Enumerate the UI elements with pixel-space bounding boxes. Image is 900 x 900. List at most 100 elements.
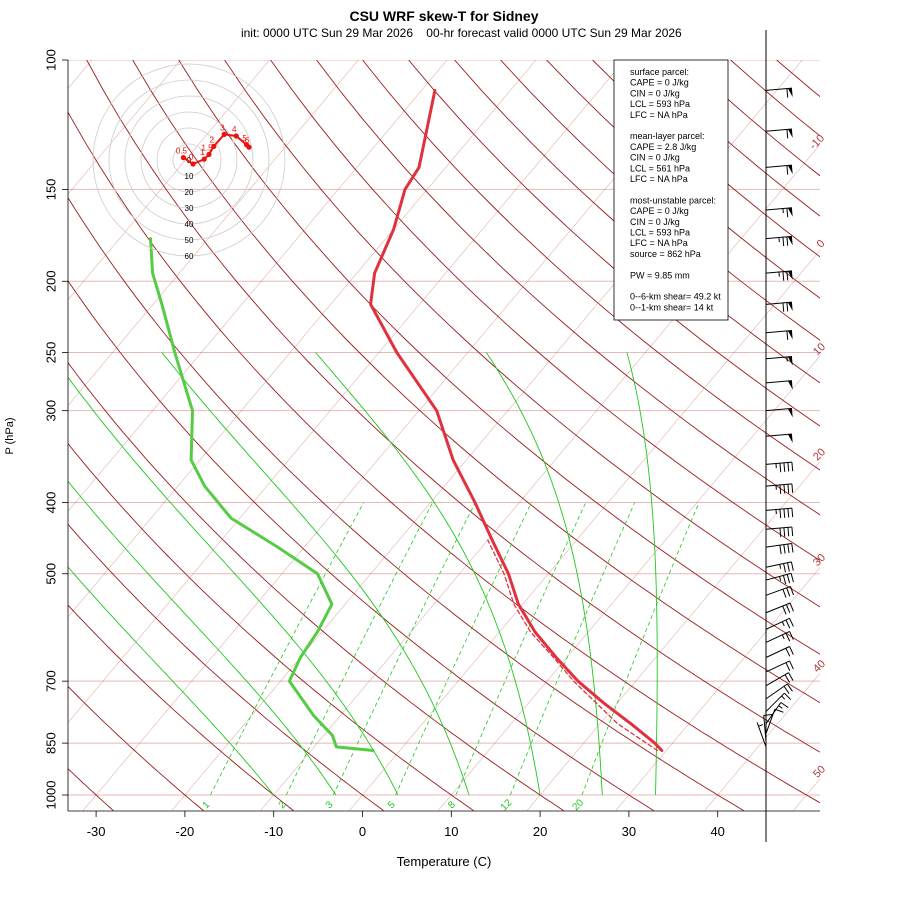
- wind-barb: [765, 543, 794, 555]
- wind-barb: [765, 461, 794, 473]
- wind-barb: [765, 380, 793, 390]
- hodograph-point-label: 0: [189, 153, 194, 162]
- isotherm-line: [68, 60, 448, 512]
- wind-barb-pennant: [787, 356, 793, 366]
- wind-barb-shaft: [765, 356, 792, 360]
- info-line: LCL = 561 hPa: [630, 163, 690, 173]
- info-line: CAPE = 0 J/kg: [630, 206, 689, 216]
- wind-barb-feather: [779, 463, 782, 473]
- axes: -100102030405010015020025030040050070085…: [43, 49, 828, 839]
- wind-barb-feather: [786, 587, 791, 597]
- hodograph-ring: [108, 79, 270, 241]
- wind-barb-shaft: [756, 722, 767, 748]
- hodograph-ring-label: 20: [185, 188, 194, 197]
- info-line: LFC = NA hPa: [630, 238, 688, 248]
- wind-barb: [765, 128, 793, 139]
- info-line: CIN = 0 J/kg: [630, 153, 680, 163]
- y-tick-label: 100: [43, 49, 58, 71]
- wind-barb: [765, 356, 793, 366]
- wind-barb-feather: [785, 647, 791, 657]
- hodograph-point-label: 3: [220, 123, 225, 132]
- dry-adiabat: [178, 60, 820, 655]
- wind-barb-feather: [783, 527, 786, 537]
- moist-adiabat: [315, 352, 541, 796]
- wind-barb-feather: [787, 543, 790, 554]
- info-line: LFC = NA hPa: [630, 174, 688, 184]
- dry-adiabat: [362, 60, 820, 471]
- wind-barb-shaft: [765, 646, 790, 658]
- wind-barb-feather: [779, 509, 782, 519]
- wind-barb-feather: [782, 605, 787, 615]
- mixing-ratio-label: 2: [277, 799, 289, 811]
- hodograph-point: [221, 131, 227, 137]
- info-line: PW = 9.85 mm: [630, 270, 690, 280]
- mixing-ratio-line: [509, 502, 636, 796]
- wind-barb-feather: [784, 674, 790, 683]
- hodograph-ring-label: 10: [185, 172, 194, 181]
- isotherm-label: 0: [815, 238, 828, 251]
- mixing-ratio-line: [395, 502, 532, 796]
- info-line: 0--1-km shear= 14 kt: [630, 302, 714, 312]
- profile-layer: [149, 88, 664, 752]
- isotherm-line: [882, 60, 900, 811]
- x-tick-label: 30: [622, 824, 636, 839]
- wind-barb: [765, 561, 794, 573]
- thermo-grid: 1 2 3 5 8 12 20: [68, 60, 900, 811]
- wind-barb-shaft: [765, 329, 792, 334]
- dry-adiabat: [68, 685, 204, 811]
- wind-barb: [763, 714, 773, 742]
- temperature-profile: [369, 88, 664, 752]
- isotherm-label: -10: [807, 132, 827, 152]
- mixing-ratio-label: 1: [201, 799, 213, 811]
- isotherm-line: [68, 60, 270, 301]
- moist-adiabat: [68, 376, 399, 796]
- wind-barb-shaft: [765, 164, 792, 168]
- wind-barb: [765, 526, 794, 538]
- wind-barb: [765, 301, 793, 312]
- wind-barb-feather: [791, 508, 794, 518]
- isotherm-line: [526, 461, 820, 811]
- hodograph-point-label: 2: [210, 135, 215, 144]
- wind-barb-feather: [790, 573, 794, 583]
- x-tick-label: 20: [533, 824, 547, 839]
- info-line: source = 862 hPa: [630, 249, 701, 259]
- mixing-ratio-line: [210, 502, 364, 796]
- isotherm-line: [68, 60, 181, 195]
- info-line: 0--6-km shear= 49.2 kt: [630, 292, 721, 302]
- x-tick-label: 0: [359, 824, 366, 839]
- wind-barb-feather: [789, 586, 794, 596]
- hodograph-point-label: 1.5: [201, 143, 213, 152]
- wind-barb: [765, 617, 794, 630]
- wind-barb: [765, 207, 793, 218]
- wind-barb: [765, 692, 792, 712]
- wind-barb-feather: [789, 646, 794, 655]
- wind-barb-feather: [780, 702, 789, 709]
- mixing-ratio-label: 3: [324, 799, 336, 811]
- wind-barb: [765, 329, 793, 340]
- wind-barb-feather: [786, 236, 789, 246]
- wind-barb: [765, 483, 794, 494]
- isotherm-label: 50: [811, 763, 828, 780]
- wind-barb-half-feather: [779, 576, 782, 581]
- dry-adiabat: [68, 111, 820, 804]
- wind-barb-feather: [782, 237, 785, 247]
- wind-barb-shaft: [763, 715, 767, 742]
- isotherm-line: [68, 60, 359, 406]
- wind-barb-feather: [782, 575, 787, 585]
- wind-barb: [765, 672, 794, 687]
- wind-barb-half-feather: [781, 695, 786, 700]
- wind-barb-feather: [783, 508, 786, 518]
- wind-barb-feather: [787, 462, 790, 472]
- wind-barb: [765, 407, 793, 418]
- wind-barb-feather: [787, 484, 790, 494]
- wind-barb-half-feather: [781, 634, 785, 640]
- hodograph-ring: [124, 95, 254, 225]
- chart-subtitle-init: init: 0000 UTC Sun 29 Mar 2026: [241, 26, 413, 40]
- wind-barb-pennant: [787, 236, 793, 246]
- chart-subtitle-valid: 00-hr forecast valid 0000 UTC Sun 29 Mar…: [426, 26, 682, 40]
- dry-adiabat: [68, 280, 654, 811]
- wind-barb-shaft: [765, 380, 792, 384]
- x-tick-label: -10: [264, 824, 283, 839]
- hodograph-ring-label: 30: [185, 204, 194, 213]
